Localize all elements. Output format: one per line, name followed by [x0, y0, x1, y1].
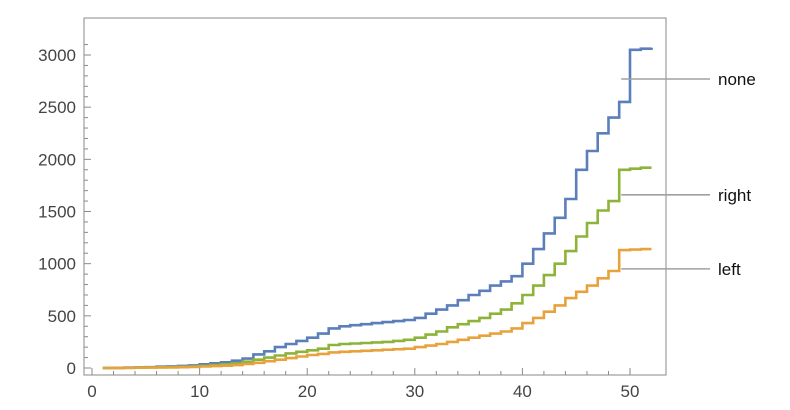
- series-layer: [102, 47, 653, 370]
- x-axis: 0 10 20 30 40 50: [87, 368, 639, 401]
- series-line-none: [102, 47, 653, 370]
- x-tick-label: 10: [190, 382, 209, 401]
- x-tick-label: 20: [298, 382, 317, 401]
- y-tick-label: 1000: [38, 255, 76, 274]
- y-tick-label: 0: [67, 359, 76, 378]
- legend: none right left: [621, 70, 756, 279]
- x-tick-label: 30: [405, 382, 424, 401]
- x-tick-label: 50: [621, 382, 640, 401]
- x-tick-label: 0: [87, 382, 96, 401]
- y-tick-label: 2500: [38, 98, 76, 117]
- series-line-left: [102, 247, 652, 370]
- y-tick-label: 1500: [38, 203, 76, 222]
- plot-frame: [83, 17, 667, 376]
- x-tick-label: 40: [513, 382, 532, 401]
- y-tick-label: 500: [48, 307, 76, 326]
- y-tick-label: 3000: [38, 46, 76, 65]
- y-tick-label: 2000: [38, 150, 76, 169]
- legend-label-left: left: [718, 260, 741, 279]
- y-axis: 0 500 1000 1500 2000 2500 3000: [38, 44, 91, 378]
- legend-label-right: right: [718, 186, 751, 205]
- legend-label-none: none: [718, 70, 756, 89]
